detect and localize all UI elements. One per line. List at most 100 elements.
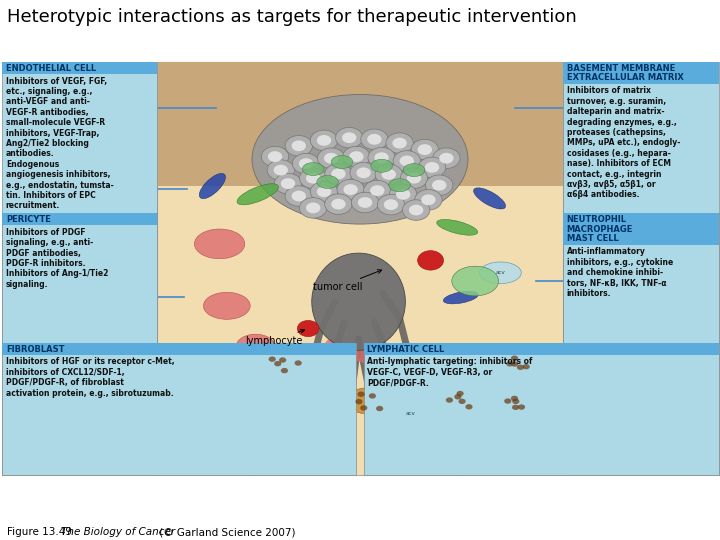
Ellipse shape: [444, 291, 478, 304]
Circle shape: [418, 144, 432, 155]
Text: Inhibitors of PDGF
signaling, e.g., anti-
PDGF antibodies,
PDGF-R inhibitors.
In: Inhibitors of PDGF signaling, e.g., anti…: [6, 228, 108, 289]
Ellipse shape: [312, 253, 405, 350]
Circle shape: [370, 185, 384, 196]
Circle shape: [343, 146, 370, 167]
Circle shape: [511, 355, 518, 361]
Ellipse shape: [389, 179, 410, 192]
Text: Inhibitors of matrix
turnover, e.g. suramin,
dalteparin and matrix-
degrading en: Inhibitors of matrix turnover, e.g. sura…: [567, 86, 680, 199]
Bar: [157, 62, 563, 475]
Circle shape: [300, 168, 327, 188]
Ellipse shape: [452, 266, 498, 296]
Circle shape: [274, 165, 288, 176]
Circle shape: [336, 127, 363, 148]
Circle shape: [292, 191, 306, 201]
Circle shape: [411, 139, 438, 160]
Circle shape: [299, 158, 313, 169]
Circle shape: [294, 360, 302, 366]
Circle shape: [297, 320, 319, 336]
Circle shape: [425, 162, 439, 173]
Bar: [2, 343, 356, 355]
Circle shape: [512, 399, 519, 404]
Text: tumor cell: tumor cell: [313, 269, 382, 292]
Bar: [157, 62, 563, 186]
Circle shape: [343, 184, 358, 195]
Text: acv: acv: [405, 411, 415, 416]
Circle shape: [421, 194, 436, 205]
Ellipse shape: [204, 292, 251, 319]
Text: ENDOTHELIAL CELL: ENDOTHELIAL CELL: [6, 64, 96, 73]
Circle shape: [376, 406, 383, 411]
Circle shape: [517, 364, 524, 370]
Text: BASEMENT MEMBRANE
EXTRACELLULAR MATRIX: BASEMENT MEMBRANE EXTRACELLULAR MATRIX: [567, 64, 683, 83]
Circle shape: [390, 184, 417, 205]
Text: Anti-lymphatic targeting: inhibitors of
VEGF-C, VEGF-D, VEGF-R3, or
PDGF/PDGF-R.: Anti-lymphatic targeting: inhibitors of …: [367, 357, 533, 387]
Ellipse shape: [199, 173, 225, 199]
Ellipse shape: [480, 262, 521, 284]
Circle shape: [418, 157, 446, 178]
Circle shape: [285, 136, 312, 156]
Circle shape: [465, 404, 472, 409]
Ellipse shape: [429, 364, 464, 380]
Circle shape: [325, 164, 352, 184]
Circle shape: [318, 148, 345, 168]
Circle shape: [268, 151, 282, 162]
Circle shape: [281, 178, 295, 189]
Circle shape: [377, 194, 405, 215]
Circle shape: [356, 167, 371, 178]
Ellipse shape: [371, 159, 392, 172]
Circle shape: [407, 173, 421, 184]
Circle shape: [402, 200, 430, 220]
Ellipse shape: [203, 359, 236, 376]
Circle shape: [269, 356, 276, 362]
Ellipse shape: [496, 392, 538, 418]
Text: Inhibitors of VEGF, FGF,
etc., signaling, e.g.,
anti-VEGF and anti-
VEGF-R antib: Inhibitors of VEGF, FGF, etc., signaling…: [6, 77, 114, 211]
Circle shape: [432, 180, 446, 191]
Circle shape: [358, 392, 365, 397]
Circle shape: [292, 140, 306, 151]
Circle shape: [279, 357, 287, 363]
Text: Inhibitors of HGF or its receptor c-Met,
inhibitors of CXCL12/SDF-1,
PDGF/PDGF-R: Inhibitors of HGF or its receptor c-Met,…: [6, 357, 174, 397]
Text: Anti-inflammatory
inhibitors, e.g., cytokine
and chemokine inhibi-
tors, NF-κB, : Anti-inflammatory inhibitors, e.g., cyto…: [567, 247, 673, 298]
Ellipse shape: [498, 350, 539, 376]
Circle shape: [285, 186, 312, 206]
Circle shape: [393, 151, 420, 171]
Circle shape: [351, 192, 379, 213]
Circle shape: [274, 173, 302, 194]
Circle shape: [511, 361, 518, 367]
Circle shape: [439, 153, 454, 164]
Text: LYMPHATIC CELL: LYMPHATIC CELL: [367, 345, 444, 354]
Bar: [563, 213, 719, 245]
Ellipse shape: [436, 388, 478, 414]
Ellipse shape: [302, 163, 324, 176]
Circle shape: [400, 156, 414, 166]
Text: The Biology of Cancer: The Biology of Cancer: [61, 527, 176, 537]
Circle shape: [459, 399, 466, 404]
Circle shape: [418, 251, 444, 270]
Ellipse shape: [331, 156, 353, 168]
Text: acv: acv: [495, 271, 505, 275]
Circle shape: [386, 133, 413, 153]
Ellipse shape: [236, 334, 275, 360]
Circle shape: [331, 168, 346, 179]
Circle shape: [342, 132, 356, 143]
Circle shape: [306, 173, 320, 184]
Text: Heterotypic interactions as targets for therapeutic intervention: Heterotypic interactions as targets for …: [7, 8, 577, 26]
Ellipse shape: [252, 94, 468, 224]
Text: PERICYTE: PERICYTE: [6, 215, 50, 224]
Circle shape: [350, 163, 377, 183]
Ellipse shape: [403, 164, 425, 177]
Bar: [364, 343, 719, 355]
Circle shape: [504, 399, 511, 404]
Circle shape: [317, 135, 331, 146]
Circle shape: [274, 361, 282, 366]
Bar: [563, 213, 719, 343]
Bar: [563, 62, 719, 475]
Circle shape: [317, 186, 331, 197]
Text: NEUTROPHIL
MACROPHAGE
MAST CELL: NEUTROPHIL MACROPHAGE MAST CELL: [567, 215, 633, 244]
Circle shape: [375, 164, 402, 185]
Ellipse shape: [237, 184, 279, 205]
Text: Figure 13.49: Figure 13.49: [7, 527, 78, 537]
Circle shape: [368, 147, 395, 168]
Circle shape: [384, 199, 398, 210]
Text: FIBROBLAST: FIBROBLAST: [6, 345, 64, 354]
